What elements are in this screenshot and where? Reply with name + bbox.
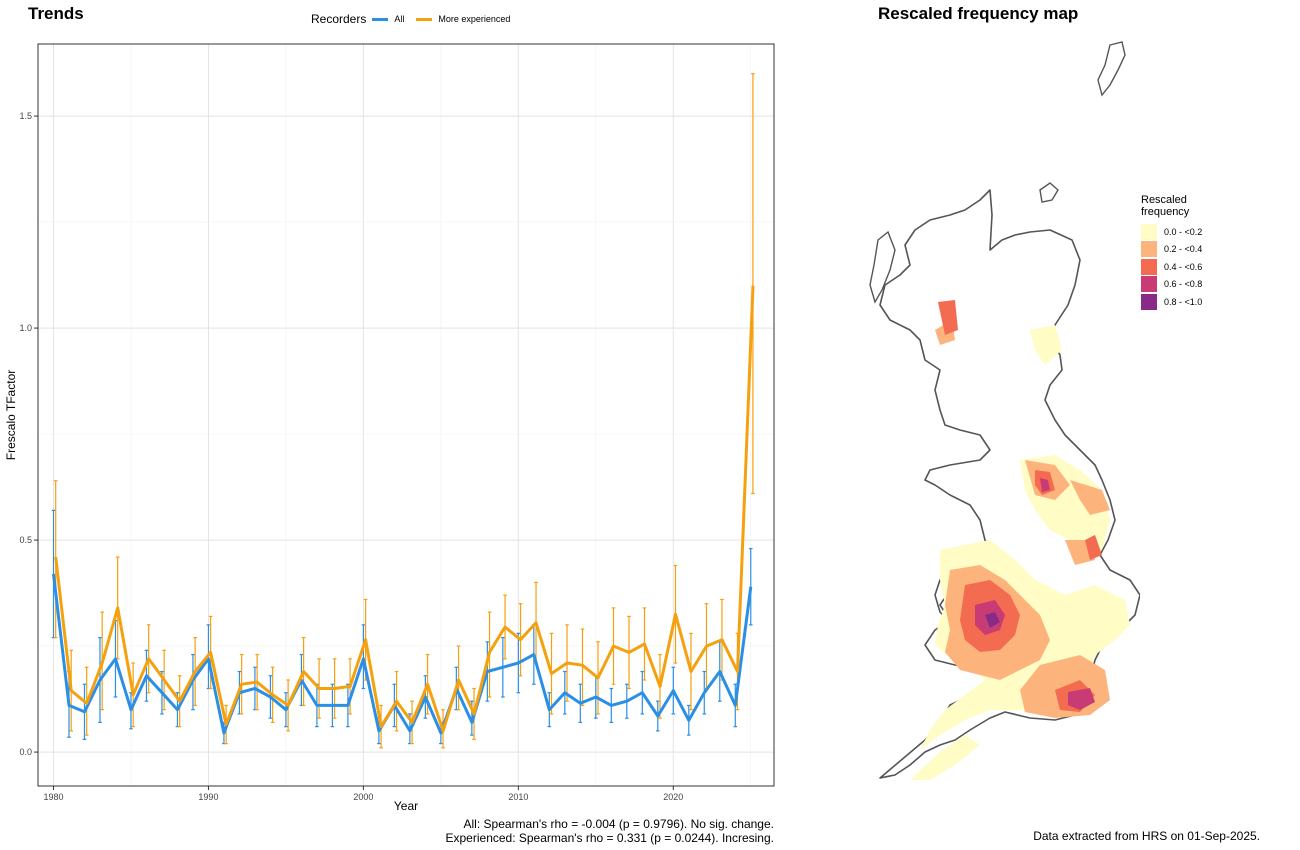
map-legend-label: 0.2 - <0.4 [1164, 244, 1203, 255]
orkney-outline [1039, 182, 1059, 203]
map-legend-swatch [1141, 276, 1157, 293]
map-legend-item: 0.0 - <0.2 [1141, 223, 1202, 241]
y-tick-label: 1.0 [19, 323, 32, 333]
legend-item-experienced: More experienced [438, 14, 511, 24]
map-legend: Rescaled frequency 0.0 - <0.2 0.2 - <0.4 0… [1141, 194, 1202, 311]
x-tick-label: 2010 [508, 792, 528, 802]
map-legend-swatch [1141, 258, 1157, 275]
map-title: Rescaled frequency map [878, 4, 1079, 23]
trends-title: Trends [28, 4, 84, 23]
error-bar-experienced [751, 73, 755, 495]
map-legend-label: 0.4 - <0.6 [1164, 261, 1203, 272]
frequency-map [869, 41, 1140, 780]
chart-grid [38, 44, 774, 786]
legend-item-all: All [394, 14, 405, 24]
x-tick-label: 1990 [198, 792, 218, 802]
map-patches-purple [985, 612, 1000, 628]
map-legend-item: 0.6 - <0.8 [1141, 276, 1202, 294]
trend-chart: 1980 1990 2000 2010 2020 0.0 0.5 1.0 1.5 Year Fr… [4, 43, 775, 813]
legend-title: Recorders [311, 12, 367, 26]
series-lines [52, 285, 755, 735]
map-legend-item: 0.8 - <1.0 [1141, 293, 1202, 311]
map-legend-item: 0.4 - <0.6 [1141, 258, 1202, 276]
map-legend-label: 0.8 - <1.0 [1164, 296, 1203, 307]
y-tick-label: 1.5 [19, 111, 32, 121]
map-legend-title: Rescaled frequency [1141, 194, 1202, 218]
y-axis-title: Frescalo TFactor [4, 370, 18, 460]
error-bars [51, 73, 755, 749]
map-legend-swatch [1141, 223, 1157, 240]
plot-border [37, 43, 775, 787]
series-line-experienced [54, 285, 755, 733]
map-legend-swatch [1141, 293, 1157, 310]
map-legend-label: 0.6 - <0.8 [1164, 279, 1203, 290]
map-legend-item: 0.2 - <0.4 [1141, 241, 1202, 259]
series-line-all [52, 573, 753, 735]
x-tick-label: 1980 [43, 792, 63, 802]
x-axis-title: Year [394, 799, 418, 813]
shetland-outline [1097, 41, 1126, 97]
axis-ticks: 1980 1990 2000 2010 2020 0.0 0.5 1.0 1.5 [19, 111, 683, 802]
error-bar-experienced [456, 645, 461, 711]
map-legend-swatch [1141, 241, 1157, 258]
legend-swatch-experienced [416, 17, 433, 21]
caption-all: All: Spearman's rho = -0.004 (p = 0.9796… [463, 817, 774, 831]
y-tick-label: 0.5 [19, 535, 32, 545]
x-tick-label: 2020 [663, 792, 683, 802]
error-bar-all [361, 624, 366, 690]
map-legend-items: 0.0 - <0.2 0.2 - <0.4 0.4 - <0.6 0.6 - <0.8… [1141, 223, 1202, 311]
hebrides-outline [869, 230, 896, 304]
x-tick-label: 2000 [353, 792, 373, 802]
map-caption: Data extracted from HRS on 01-Sep-2025. [1033, 829, 1260, 843]
map-legend-label: 0.0 - <0.2 [1164, 226, 1203, 237]
stats-caption: All: Spearman's rho = -0.004 (p = 0.9796… [274, 817, 775, 845]
map-legend-title-line2: frequency [1141, 206, 1190, 218]
trends-legend: Recorders All More experienced [311, 12, 510, 26]
y-tick-label: 0.0 [19, 747, 32, 757]
map-legend-title-line1: Rescaled [1141, 194, 1187, 206]
caption-experienced: Experienced: Spearman's rho = 0.331 (p =… [445, 831, 775, 845]
error-bar-experienced [580, 628, 585, 707]
legend-swatch-all [372, 17, 389, 21]
